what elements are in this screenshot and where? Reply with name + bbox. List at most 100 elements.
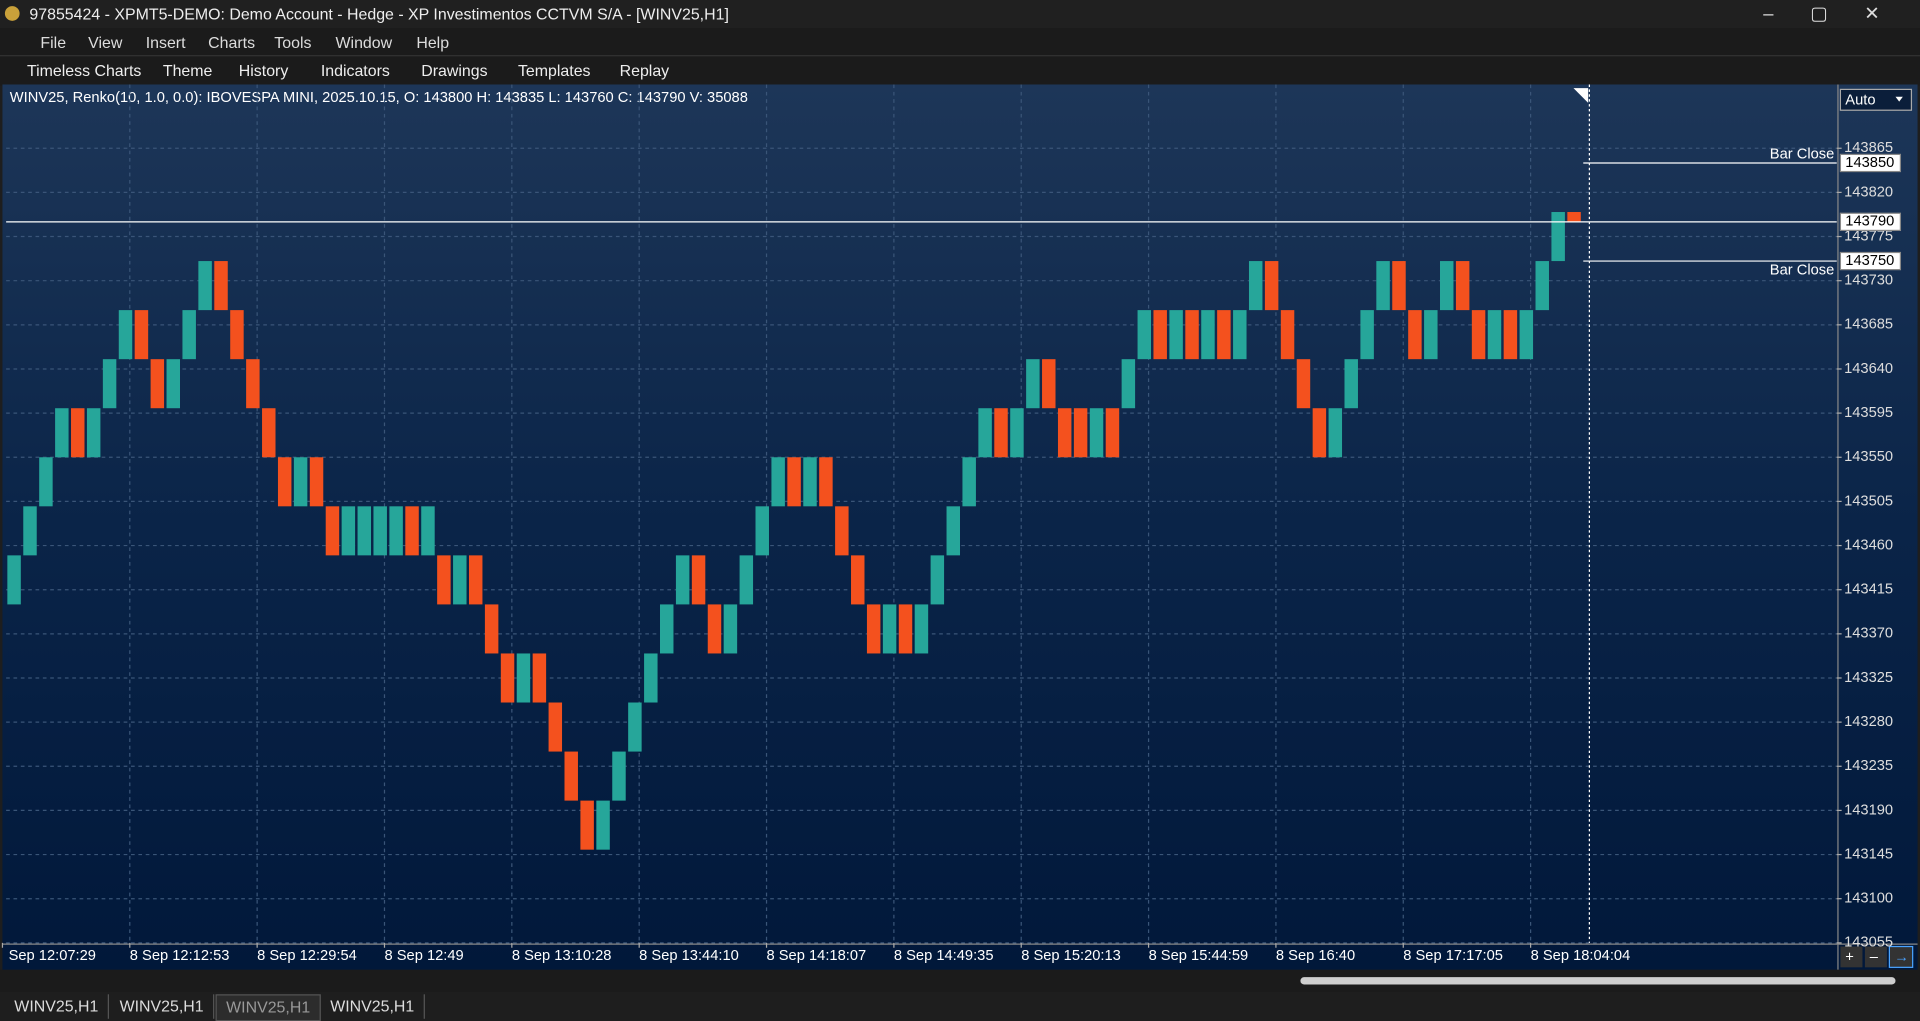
app-icon (4, 6, 20, 21)
y-tick-label: 143640 (1844, 361, 1893, 377)
brick (1312, 408, 1327, 458)
dropdown-arrow (1895, 96, 1903, 102)
brick (914, 604, 929, 654)
brick (468, 555, 483, 605)
zoom-in[interactable] (1840, 946, 1863, 968)
scroll-end[interactable] (1888, 945, 1914, 968)
zoom-out-icon[interactable]: – (1870, 949, 1879, 965)
y-tick-label: 143775 (1844, 228, 1893, 244)
menu-item[interactable]: Tools (274, 33, 312, 52)
price-line-label: Bar Close (1770, 146, 1835, 162)
window-title: 97855424 - XPMT5-DEMO: Demo Account - He… (29, 4, 729, 24)
toolbar-item[interactable]: Indicators (320, 61, 390, 80)
tab[interactable]: WINV25,H1 (5, 994, 109, 1019)
tab[interactable]: WINV25,H1 (110, 994, 215, 1019)
price-box-label: 143790 (1845, 214, 1894, 230)
brick (182, 310, 196, 360)
brick (277, 457, 292, 507)
zoom-out[interactable] (1864, 946, 1887, 968)
price-box (1839, 153, 1902, 173)
x-tick-label: 8 Sep 18:04:04 (1531, 948, 1631, 964)
brick (787, 457, 801, 507)
scroll-end-icon[interactable]: → (1894, 949, 1909, 965)
price-box-label: 143850 (1845, 155, 1894, 171)
brick (1201, 310, 1215, 360)
brick (421, 506, 435, 556)
tab[interactable]: WINV25,H1 (215, 994, 321, 1021)
menu-item[interactable]: View (88, 33, 123, 52)
brick (1026, 359, 1040, 409)
brick (1073, 408, 1088, 458)
brick (453, 555, 467, 605)
price-box (1839, 251, 1902, 271)
zoom-in-icon[interactable]: + (1845, 949, 1854, 965)
menu-bar (0, 28, 1920, 56)
brick (484, 604, 499, 654)
x-tick-label: 8 Sep 14:49:35 (894, 948, 994, 964)
brick (118, 310, 133, 360)
menu-item[interactable]: Help (416, 33, 450, 52)
brick (803, 457, 817, 507)
brick (1360, 310, 1374, 360)
brick (1169, 310, 1183, 360)
menu-item[interactable]: Window (335, 33, 393, 52)
x-tick-label: 8 Sep 12:49 (384, 948, 463, 964)
y-tick-label: 143325 (1844, 670, 1893, 686)
brick (166, 359, 181, 409)
brick (1455, 261, 1470, 311)
brick (516, 653, 531, 703)
brick (1137, 310, 1152, 360)
brick (437, 555, 451, 605)
toolbar-item[interactable]: Templates (517, 61, 591, 80)
y-tick-label: 143280 (1844, 714, 1893, 730)
brick (1217, 310, 1231, 360)
y-tick-label: 143370 (1844, 626, 1893, 642)
brick (1487, 310, 1502, 360)
brick (1153, 310, 1167, 360)
brick (341, 506, 356, 556)
y-tick-label: 143145 (1844, 846, 1893, 862)
x-tick-label: 8 Sep 15:20:13 (1021, 948, 1121, 964)
price-box (1839, 212, 1902, 232)
x-tick-label: 8 Sep 13:10:28 (512, 948, 612, 964)
brick (898, 604, 913, 654)
scale-mode[interactable] (1839, 88, 1913, 111)
brick (1264, 261, 1279, 311)
scale-mode-label[interactable]: Auto (1845, 92, 1875, 108)
brick (1296, 359, 1311, 409)
x-tick-label: 8 Sep 13:44:10 (639, 948, 739, 964)
title-bar (0, 0, 1920, 29)
x-tick-label: 8 Sep 14:18:07 (767, 948, 867, 964)
brick (675, 555, 690, 605)
brick (1519, 310, 1534, 360)
y-tick-label: 143190 (1844, 802, 1893, 818)
brick (819, 457, 833, 507)
y-tick-label: 143505 (1844, 493, 1893, 509)
brick (500, 653, 515, 703)
brick (691, 555, 706, 605)
brick (1440, 261, 1454, 311)
y-tick-label: 143865 (1844, 140, 1893, 156)
brick (851, 555, 865, 605)
menu-item[interactable]: Insert (145, 33, 186, 52)
menu-item[interactable]: Charts (208, 33, 256, 52)
x-tick-label: 8 Sep 15:44:59 (1149, 948, 1249, 964)
scroll-thumb[interactable] (1300, 977, 1896, 985)
toolbar-item[interactable]: History (238, 61, 289, 80)
toolbar-item[interactable]: Theme (162, 61, 213, 80)
brick (214, 261, 228, 311)
menu-item[interactable]: File (40, 33, 67, 52)
toolbar-item[interactable]: Replay (619, 61, 670, 80)
window-controls[interactable]: –▢✕ (1763, 3, 1917, 25)
brick (86, 408, 101, 458)
brick (1105, 408, 1120, 458)
x-tick-label: 8 Sep 12:29:54 (257, 948, 357, 964)
brick (564, 751, 578, 801)
brick (1233, 310, 1247, 360)
tab[interactable]: WINV25,H1 (321, 994, 425, 1019)
toolbar-item[interactable]: Drawings (421, 61, 488, 80)
toolbar-item[interactable]: Timeless Charts (26, 61, 142, 80)
brick (325, 506, 340, 556)
